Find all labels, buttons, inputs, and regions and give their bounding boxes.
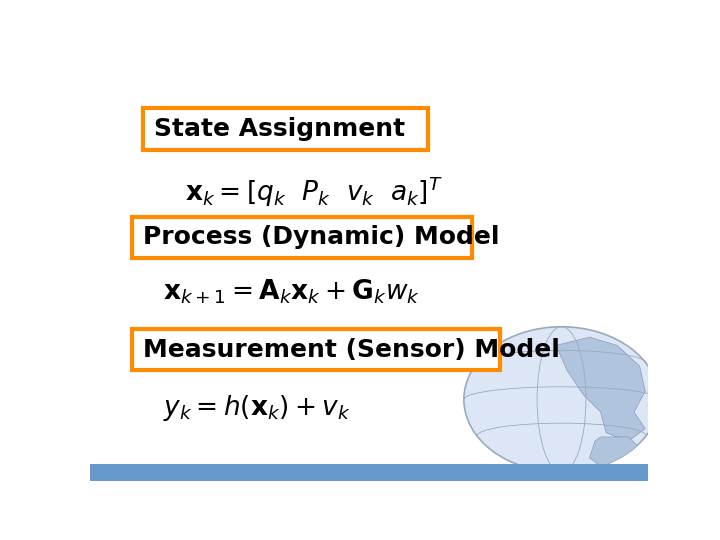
FancyBboxPatch shape <box>143 109 428 150</box>
Text: State Assignment: State Assignment <box>154 117 405 141</box>
Bar <box>90 464 648 481</box>
Polygon shape <box>590 437 645 470</box>
Text: $\mathbf{x}_{k+1} = \mathbf{A}_k\mathbf{x}_k + \mathbf{G}_k w_k$: $\mathbf{x}_{k+1} = \mathbf{A}_k\mathbf{… <box>163 277 420 306</box>
Text: $y_k = h(\mathbf{x}_k) + v_k$: $y_k = h(\mathbf{x}_k) + v_k$ <box>163 393 350 423</box>
Circle shape <box>464 327 660 472</box>
FancyBboxPatch shape <box>132 329 500 370</box>
Text: Process (Dynamic) Model: Process (Dynamic) Model <box>143 225 500 249</box>
FancyBboxPatch shape <box>132 217 472 258</box>
Polygon shape <box>556 337 645 441</box>
Text: Measurement (Sensor) Model: Measurement (Sensor) Model <box>143 338 560 362</box>
Text: $\mathbf{x}_k = [q_k\ \ P_k\ \ v_k\ \ a_k]^T$: $\mathbf{x}_k = [q_k\ \ P_k\ \ v_k\ \ a_… <box>185 174 443 209</box>
